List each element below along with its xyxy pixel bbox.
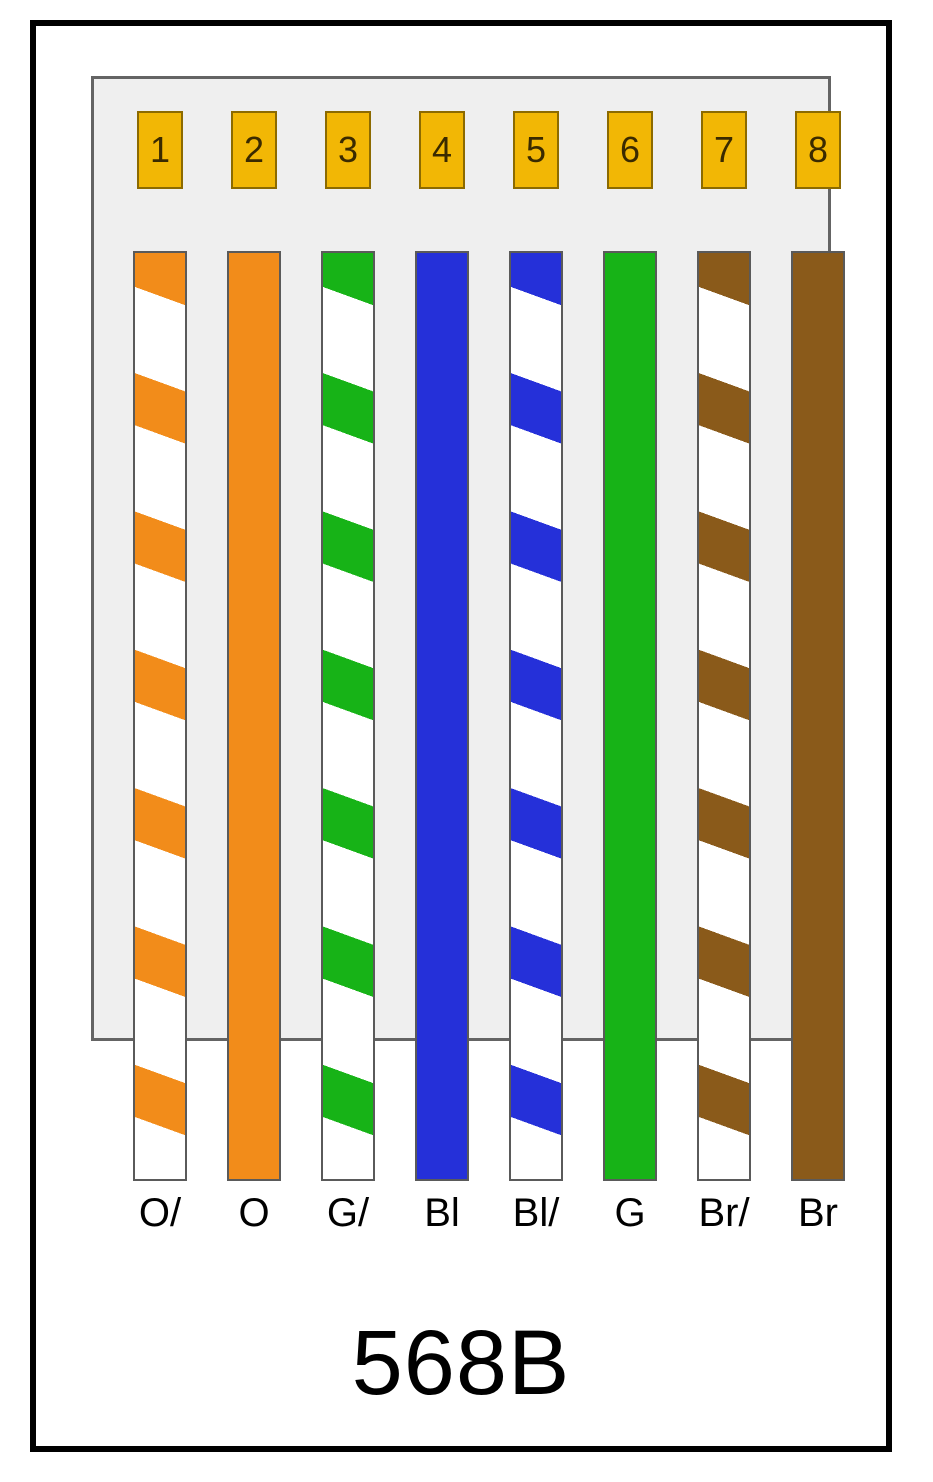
wire-area	[91, 251, 831, 1181]
wire-7	[697, 251, 751, 1181]
pin-5: 5	[513, 111, 559, 189]
wire-label-3: G/	[308, 1191, 388, 1236]
wire-label-7: Br/	[684, 1191, 764, 1236]
wire-5	[509, 251, 563, 1181]
pin-7: 7	[701, 111, 747, 189]
diagram-frame: 1 2 3 4 5 6 7 8 O/ O G/ Bl Bl/ G Br/ Br …	[30, 20, 892, 1452]
wire-label-5: Bl/	[496, 1191, 576, 1236]
wire-2	[227, 251, 281, 1181]
wire-label-8: Br	[778, 1191, 858, 1236]
wire-label-6: G	[590, 1191, 670, 1236]
wire-label-1: O/	[120, 1191, 200, 1236]
wire-3	[321, 251, 375, 1181]
wire-label-row: O/ O G/ Bl Bl/ G Br/ Br	[91, 1191, 831, 1251]
pin-8: 8	[795, 111, 841, 189]
wire-8	[791, 251, 845, 1181]
pin-3: 3	[325, 111, 371, 189]
wire-1	[133, 251, 187, 1181]
pin-4: 4	[419, 111, 465, 189]
pin-row: 1 2 3 4 5 6 7 8	[91, 111, 831, 191]
wire-label-4: Bl	[402, 1191, 482, 1236]
wire-4	[415, 251, 469, 1181]
wire-6	[603, 251, 657, 1181]
pin-6: 6	[607, 111, 653, 189]
pin-1: 1	[137, 111, 183, 189]
diagram-title: 568B	[36, 1311, 886, 1416]
pin-2: 2	[231, 111, 277, 189]
wire-label-2: O	[214, 1191, 294, 1236]
